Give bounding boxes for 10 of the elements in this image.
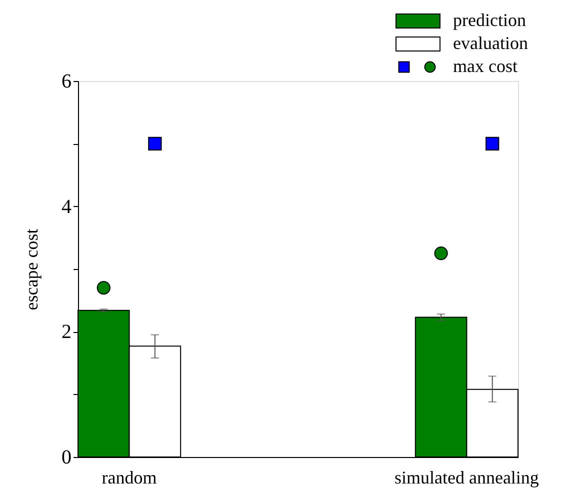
x-tick-label: simulated annealing <box>394 468 539 488</box>
y-tick-label: 0 <box>62 446 72 468</box>
x-tick-label: random <box>102 468 157 488</box>
y-tick-label: 2 <box>62 321 72 344</box>
legend-label: prediction <box>453 10 526 30</box>
y-axis-title: escape cost <box>22 228 42 310</box>
legend-label: max cost <box>453 56 518 76</box>
y-tick-label: 4 <box>62 196 72 218</box>
legend-label: evaluation <box>453 33 528 53</box>
y-tick-label: 6 <box>62 70 72 92</box>
